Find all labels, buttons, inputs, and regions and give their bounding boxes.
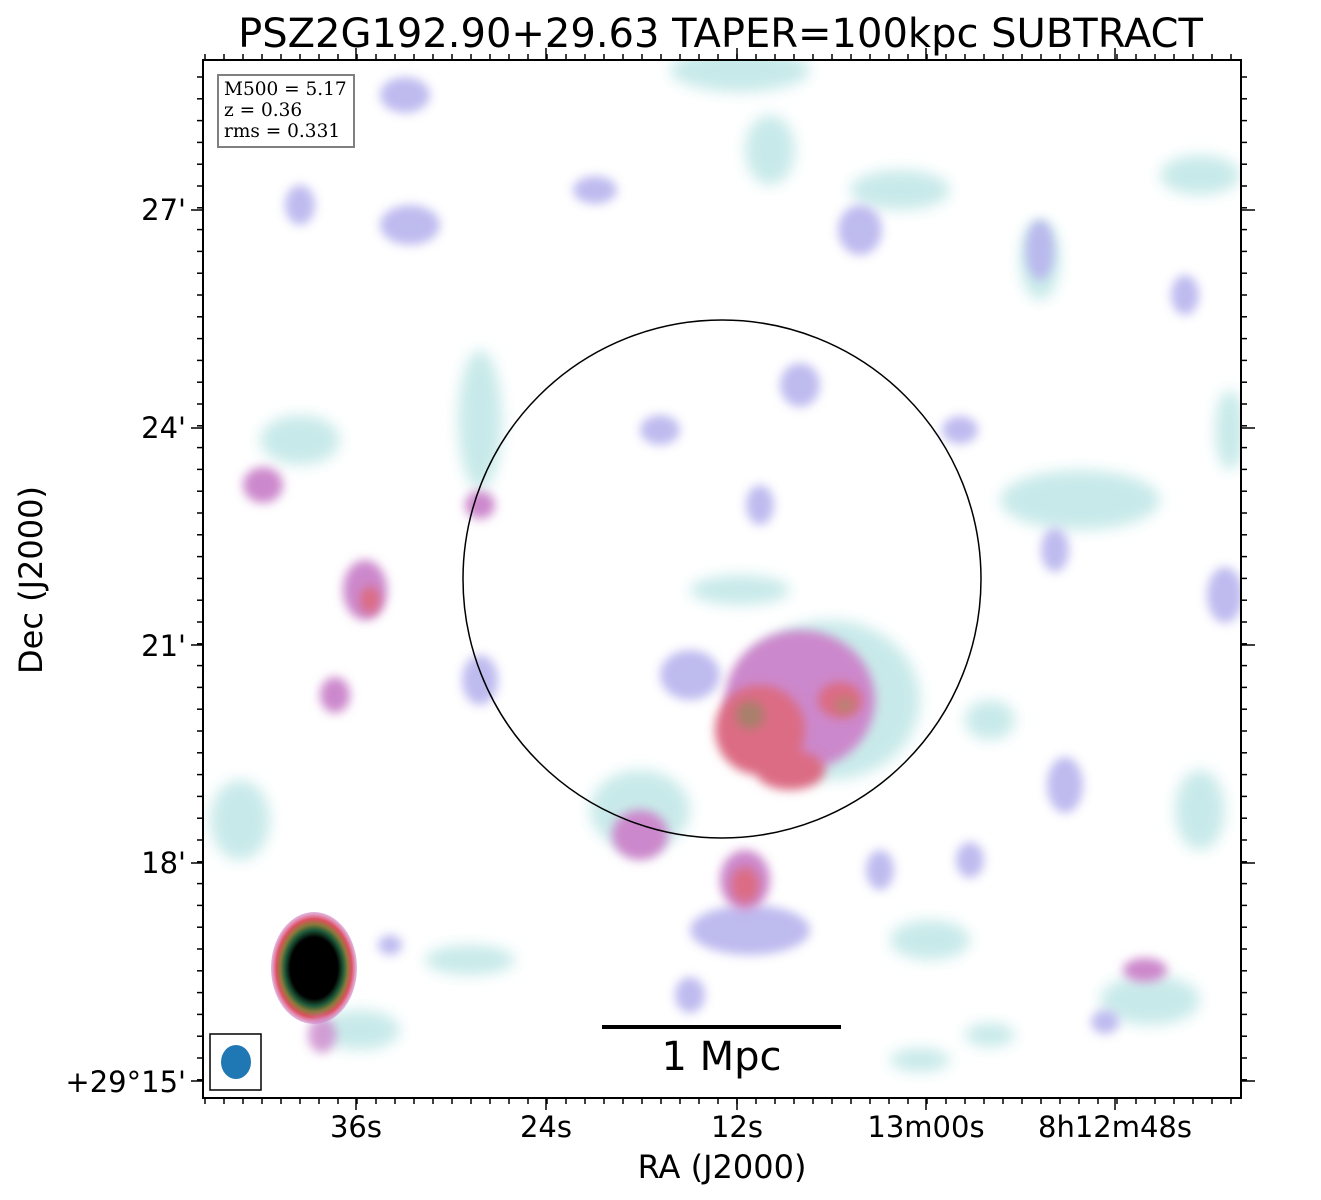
low-emission-layer [285, 77, 1241, 1034]
scalebar-label: 1 Mpc [661, 1034, 782, 1080]
high-emission-layer [360, 586, 862, 903]
image-area [203, 60, 1241, 1098]
x-tick-labels: 36s 24s 12s 13m00s 8h12m48s [330, 1110, 1192, 1144]
m500-text: M500 = 5.17 [224, 79, 347, 100]
x-tick-label: 12s [711, 1110, 763, 1144]
faint-emission-layer [210, 60, 1241, 1072]
x-tick-label: 8h12m48s [1038, 1110, 1192, 1144]
redshift-text: z = 0.36 [224, 100, 303, 121]
y-tick-label: 18' [141, 846, 186, 880]
y-axis-label: Dec (J2000) [12, 486, 50, 674]
x-tick-label: 24s [520, 1110, 572, 1144]
y-tick-labels: 27' 24' 21' 18' +29°15' [65, 193, 186, 1099]
peak-emission-layer [736, 697, 855, 729]
x-tick-label: 36s [330, 1110, 382, 1144]
x-tick-label: 13m00s [867, 1110, 984, 1144]
tick-marks [191, 48, 1255, 1110]
y-tick-label: 27' [141, 193, 186, 227]
compact-source-tail [308, 1017, 336, 1053]
x-axis-label: RA (J2000) [638, 1148, 807, 1186]
cluster-info-box: M500 = 5.17 z = 0.36 rms = 0.331 [217, 74, 355, 148]
compact-radio-source [271, 912, 357, 1024]
rms-text: rms = 0.331 [224, 121, 341, 142]
beam-ellipse [221, 1045, 251, 1079]
r500-circle [462, 319, 982, 839]
y-tick-label: 24' [141, 411, 186, 445]
y-tick-label: +29°15' [65, 1065, 186, 1099]
y-tick-label: 21' [141, 629, 186, 663]
figure-title: PSZ2G192.90+29.63 TAPER=100kpc SUBTRACT [238, 11, 1203, 57]
